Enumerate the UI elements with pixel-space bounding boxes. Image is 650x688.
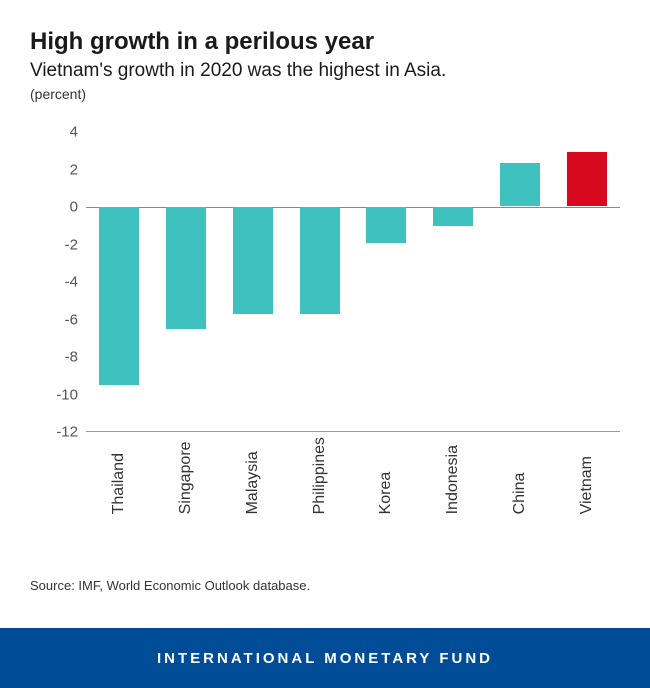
x-label: Singapore xyxy=(153,437,220,518)
y-axis: 420-2-4-6-8-10-12 xyxy=(30,132,84,432)
bar-slot xyxy=(487,132,554,431)
y-tick: -6 xyxy=(65,311,78,328)
bar xyxy=(433,207,473,226)
y-tick: -12 xyxy=(56,424,78,441)
bar xyxy=(233,207,273,314)
bar xyxy=(567,152,607,206)
y-tick: 4 xyxy=(70,124,78,141)
plot-area xyxy=(86,132,620,432)
y-tick: -4 xyxy=(65,274,78,291)
bar-slot xyxy=(153,132,220,431)
chart-subtitle: Vietnam's growth in 2020 was the highest… xyxy=(30,60,620,82)
bar xyxy=(166,207,206,329)
x-label: Korea xyxy=(353,437,420,518)
y-tick: -10 xyxy=(56,386,78,403)
source-text: Source: IMF, World Economic Outlook data… xyxy=(30,578,310,593)
bar-slot xyxy=(420,132,487,431)
bar-chart: 420-2-4-6-8-10-12 ThailandSingaporeMalay… xyxy=(30,132,620,432)
bar-slot xyxy=(553,132,620,431)
x-label: Vietnam xyxy=(553,437,620,518)
y-tick: 2 xyxy=(70,161,78,178)
footer-bar: INTERNATIONAL MONETARY FUND xyxy=(0,628,650,688)
chart-unit: (percent) xyxy=(30,86,620,102)
bar xyxy=(366,207,406,243)
bar-slot xyxy=(353,132,420,431)
chart-title: High growth in a perilous year xyxy=(30,28,620,56)
x-label: China xyxy=(487,437,554,518)
x-label: Malaysia xyxy=(220,437,287,518)
y-tick: -2 xyxy=(65,236,78,253)
bar xyxy=(300,207,340,314)
x-label: Thailand xyxy=(86,437,153,518)
bar-slot xyxy=(286,132,353,431)
footer-org: INTERNATIONAL MONETARY FUND xyxy=(157,650,493,667)
x-axis-labels: ThailandSingaporeMalaysiaPhilippinesKore… xyxy=(86,437,620,518)
bar-slot xyxy=(86,132,153,431)
bars-container xyxy=(86,132,620,431)
bar xyxy=(500,163,540,206)
y-tick: -8 xyxy=(65,349,78,366)
bar-slot xyxy=(220,132,287,431)
bar xyxy=(99,207,139,385)
x-label: Indonesia xyxy=(420,437,487,518)
x-label: Philippines xyxy=(286,437,353,518)
y-tick: 0 xyxy=(70,199,78,216)
